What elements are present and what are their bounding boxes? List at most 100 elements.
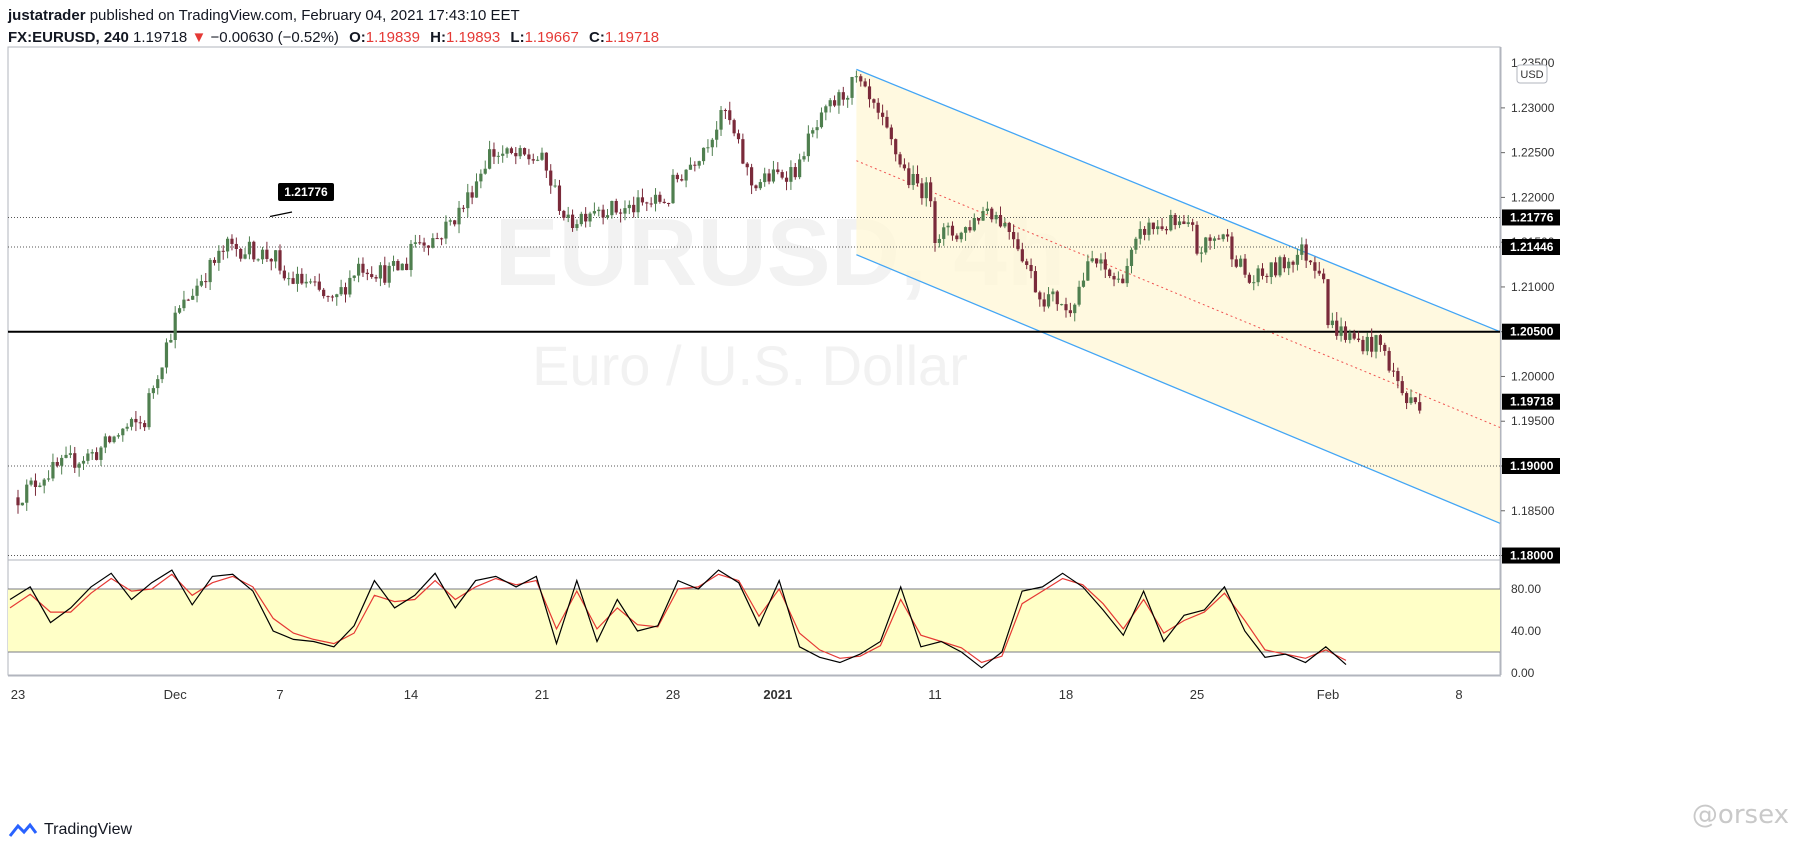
candle-body	[680, 179, 684, 181]
candle-body	[260, 249, 265, 260]
candle-body	[1129, 249, 1134, 266]
candle-body	[457, 207, 461, 225]
channel-lower-line[interactable]	[856, 254, 1501, 524]
tradingview-brand[interactable]: TradingView	[8, 821, 132, 839]
candle-body	[924, 182, 928, 199]
channel-upper-line[interactable]	[856, 68, 1501, 333]
stoch-k-line	[9, 569, 1347, 669]
candle-body	[929, 182, 933, 202]
author-name[interactable]: justatrader	[8, 7, 86, 24]
candle-body	[1322, 273, 1326, 280]
candle-body	[1029, 264, 1033, 272]
candle-body	[199, 281, 203, 286]
price-callout[interactable]: 1.21776	[269, 183, 334, 218]
candle-body	[1007, 222, 1011, 232]
candle-body	[239, 248, 243, 259]
candle-body	[1003, 222, 1007, 227]
brand-label: TradingView	[44, 821, 133, 838]
candle-body	[544, 152, 548, 171]
candle-body	[1383, 344, 1387, 351]
x-tick-label: 14	[404, 687, 418, 702]
x-tick-label: 2021	[763, 687, 792, 702]
candle-body	[693, 164, 697, 166]
candle-body	[619, 212, 623, 214]
candle-body	[632, 204, 636, 213]
candle-body	[313, 281, 317, 283]
candle-body	[212, 259, 217, 263]
candle-body	[413, 242, 417, 244]
time-axis[interactable]: 23 Dec 7 14 21 28 2021 11 18 25 Feb 8	[8, 675, 1501, 702]
candle-body	[86, 453, 90, 461]
candle-body	[658, 194, 662, 202]
candle-body	[339, 287, 343, 295]
x-tick-label: 18	[1059, 687, 1073, 702]
candle-body	[173, 312, 177, 341]
candle-body	[640, 197, 645, 203]
candle-body	[418, 242, 422, 244]
candle-body	[937, 238, 941, 243]
candle-body	[147, 393, 151, 428]
candle-body	[95, 452, 99, 460]
candle-body	[278, 250, 282, 271]
currency-badge[interactable]: USD	[1516, 64, 1548, 84]
candle-body	[1304, 244, 1308, 261]
name-watermark: Euro / U.S. Dollar	[532, 334, 968, 397]
candle-body	[509, 148, 514, 154]
candle-body	[138, 422, 142, 424]
candle-body	[243, 254, 247, 259]
candle-body	[396, 261, 400, 271]
price-axis[interactable]: 1.230001.225001.220001.215001.210001.205…	[1500, 47, 1560, 675]
candle-body	[191, 295, 195, 300]
candle-body	[156, 379, 160, 389]
last-price: 1.19718	[133, 29, 188, 46]
candle-body	[129, 418, 134, 427]
candle-body	[99, 447, 103, 460]
candle-body	[597, 209, 601, 212]
x-tick-label: Dec	[164, 687, 188, 702]
candle-body	[1116, 278, 1120, 280]
price-label-box	[1502, 457, 1560, 474]
candle-body	[784, 177, 789, 182]
candle-body	[701, 147, 706, 162]
candle-body	[732, 120, 736, 134]
candle-body	[330, 296, 334, 298]
candle-body	[488, 149, 492, 169]
candle-body	[1230, 236, 1234, 260]
x-tick-label: 11	[928, 687, 942, 702]
symbol-label: FX:EURUSD, 240	[8, 29, 129, 46]
candle-body	[789, 167, 793, 182]
candle-body	[1064, 304, 1068, 311]
candle-body	[282, 270, 286, 279]
channel-mid-line[interactable]	[856, 160, 1501, 428]
candle-body	[1234, 259, 1238, 267]
candle-body	[1086, 261, 1090, 281]
candle-body	[584, 213, 588, 222]
candle-body	[357, 263, 361, 276]
candle-body	[553, 185, 557, 187]
candle-body	[1365, 336, 1369, 352]
candle-body	[514, 153, 518, 157]
candle-body	[1212, 238, 1217, 241]
candle-body	[33, 480, 38, 487]
candle-body	[522, 148, 527, 155]
candle-body	[274, 250, 278, 262]
x-tick-label: 7	[276, 687, 283, 702]
candle-body	[990, 208, 994, 220]
candle-body	[60, 457, 64, 466]
candle-body	[1060, 304, 1064, 306]
candle-body	[780, 172, 784, 178]
candle-body	[269, 258, 273, 262]
candle-body	[994, 215, 998, 220]
candle-body	[134, 418, 138, 423]
candle-body	[1405, 393, 1409, 404]
candle-body	[300, 273, 304, 284]
candle-body	[837, 92, 841, 106]
candle-body	[1125, 265, 1129, 284]
candle-body	[108, 436, 112, 443]
candle-body	[335, 294, 339, 298]
candle-body	[143, 423, 147, 428]
symbol-info: FX:EURUSD, 240 1.19718 ▼ −0.00630 (−0.52…	[8, 29, 659, 47]
candle-body	[688, 164, 693, 170]
candle-body	[1156, 226, 1160, 230]
